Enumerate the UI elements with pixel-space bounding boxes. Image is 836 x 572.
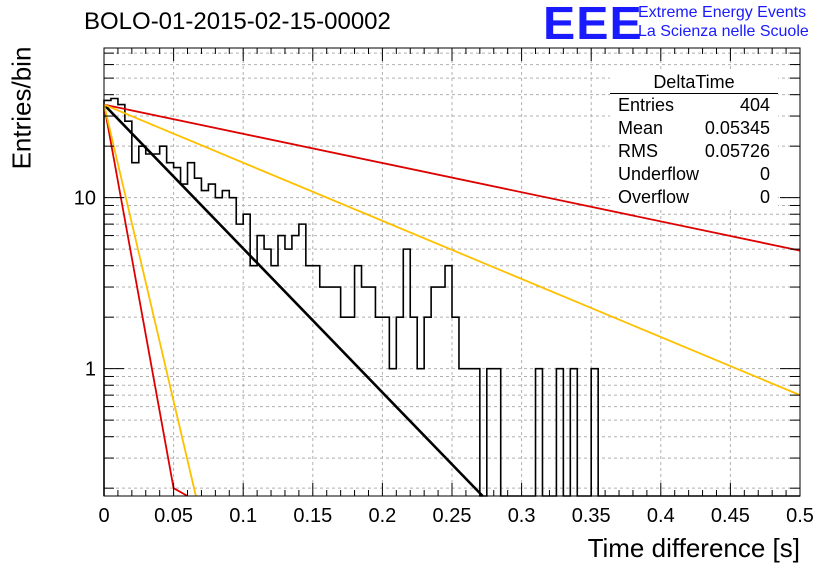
fit-line [103, 103, 801, 252]
logo-line-2: La Scienza nelle Scuole [638, 23, 809, 40]
x-tick-label: 0.2 [368, 505, 396, 527]
stats-value: 404 [739, 95, 770, 115]
axis-ticks [103, 48, 801, 496]
stats-row-mean: Mean 0.05345 [610, 117, 778, 140]
eee-logo: EEE [543, 0, 643, 49]
stats-value: 0.05345 [704, 118, 770, 138]
x-tick-label: 0.5 [786, 505, 814, 527]
stats-label: Entries [618, 95, 675, 115]
stats-row-overflow: Overflow 0 [610, 186, 778, 209]
stats-row-underflow: Underflow 0 [610, 163, 778, 186]
stats-value: 0.05726 [704, 141, 770, 161]
x-axis-label: Time difference [s] [587, 533, 800, 563]
chart-title: BOLO-01-2015-02-15-00002 [84, 8, 391, 35]
x-tick-label: 0.25 [433, 505, 472, 527]
stats-box: DeltaTime Entries 404 Mean 0.05345 RMS 0… [610, 72, 778, 209]
stats-label: Overflow [618, 187, 690, 207]
x-tick-label: 0.45 [711, 505, 750, 527]
y-axis-label: Entries/bin [6, 46, 37, 170]
stats-row-entries: Entries 404 [610, 94, 778, 117]
x-tick-label: 0.4 [647, 505, 675, 527]
fit-lines [103, 103, 801, 497]
stats-value: 0 [759, 164, 770, 184]
x-tick-label: 0.3 [508, 505, 536, 527]
tick-labels: 0 0.05 0.1 0.15 0.2 0.25 0.3 0.35 0.4 0.45 0.5 1 10 [74, 188, 814, 527]
x-tick-label: 0.05 [154, 505, 193, 527]
stats-title: DeltaTime [610, 72, 778, 94]
fit-line [103, 103, 484, 497]
y-tick-label: 1 [85, 359, 96, 381]
fit-line [103, 104, 197, 497]
stats-label: RMS [618, 141, 658, 161]
stats-label: Underflow [618, 164, 700, 184]
stats-value: 0 [759, 187, 770, 207]
x-tick-label: 0.15 [293, 505, 332, 527]
fit-line [103, 104, 188, 497]
stats-label: Mean [618, 118, 664, 138]
stats-row-rms: RMS 0.05726 [610, 140, 778, 163]
x-tick-label: 0.1 [229, 505, 257, 527]
fit-line [103, 103, 801, 396]
x-tick-label: 0.35 [572, 505, 611, 527]
logo-line-1: Extreme Energy Events [638, 4, 807, 21]
y-tick-label: 10 [74, 188, 96, 210]
x-tick-label: 0 [98, 505, 109, 527]
